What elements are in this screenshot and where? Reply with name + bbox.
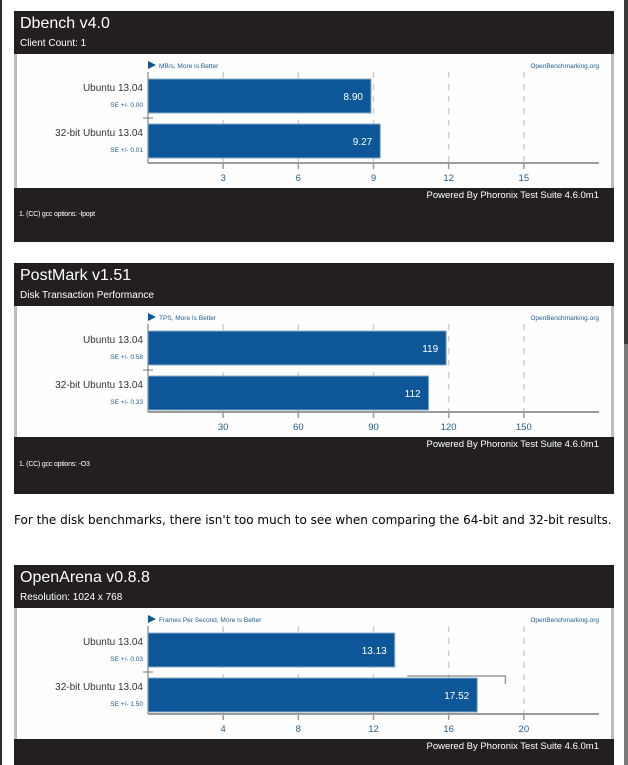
bar	[147, 123, 381, 159]
chart-svg: MB/s, More Is Better OpenBenchmarking.org…	[55, 61, 599, 184]
bar-value-label: 8.90	[344, 92, 364, 103]
chart-header: Dbench v4.0 Client Count: 1	[14, 11, 614, 54]
x-tick-label: 3	[221, 173, 226, 184]
category-label: Ubuntu 13.04	[83, 335, 143, 346]
category-label: 32-bit Ubuntu 13.04	[55, 128, 143, 139]
x-tick-label: 9	[371, 173, 376, 184]
powered-by-text: Powered By Phoronix Test Suite 4.6.0m1	[426, 190, 599, 201]
units-label: MB/s, More Is Better	[159, 63, 219, 70]
x-tick-label: 12	[368, 724, 379, 735]
chart-plot-area: MB/s, More Is Better OpenBenchmarking.org…	[14, 54, 614, 188]
footnote: 1. (CC) gcc options: -lpopt	[19, 211, 95, 218]
bar-value-label: 9.27	[353, 137, 373, 148]
chart-svg: TPS, More Is Better OpenBenchmarking.org 3…	[55, 313, 599, 433]
category-label: Ubuntu 13.04	[83, 83, 143, 94]
se-label: SE +/- 0.01	[110, 147, 143, 154]
x-tick-label: 20	[519, 724, 530, 735]
category-label: 32-bit Ubuntu 13.04	[55, 682, 143, 693]
bar	[147, 632, 396, 668]
chart-title: Dbench v4.0	[20, 15, 110, 32]
x-tick-label: 90	[368, 422, 379, 433]
chart-plot-area: Frames Per Second, More Is Better OpenBen…	[14, 608, 614, 739]
scrollbar[interactable]	[624, 0, 628, 765]
x-tick-label: 30	[218, 422, 229, 433]
x-tick-label: 16	[443, 724, 454, 735]
chart-footer: Powered By Phoronix Test Suite 4.6.0m1 1…	[14, 437, 614, 494]
powered-by-text: Powered By Phoronix Test Suite 4.6.0m1	[426, 439, 599, 450]
chart-footer: Powered By Phoronix Test Suite 4.6.0m1	[14, 739, 614, 765]
error-bar	[407, 675, 507, 684]
more-is-better-arrow-icon	[148, 615, 156, 623]
window-frame-left	[0, 0, 2, 765]
chart-postmark: PostMark v1.51 Disk Transaction Performa…	[14, 263, 614, 494]
chart-subtitle: Client Count: 1	[20, 38, 87, 49]
chart-plot-area: TPS, More Is Better OpenBenchmarking.org 3…	[14, 306, 614, 437]
chart-header: OpenArena v0.8.8 Resolution: 1024 x 768	[14, 565, 614, 608]
x-tick-label: 150	[516, 422, 532, 433]
watermark: OpenBenchmarking.org	[530, 63, 599, 70]
watermark: OpenBenchmarking.org	[530, 315, 599, 322]
bar	[147, 375, 430, 411]
se-label: SE +/- 0.03	[110, 656, 143, 663]
powered-by-text: Powered By Phoronix Test Suite 4.6.0m1	[426, 741, 599, 752]
chart-openarena: OpenArena v0.8.8 Resolution: 1024 x 768 …	[14, 565, 614, 765]
category-label: 32-bit Ubuntu 13.04	[55, 380, 143, 391]
chart-svg: Frames Per Second, More Is Better OpenBen…	[55, 615, 599, 735]
x-tick-label: 6	[296, 173, 301, 184]
x-tick-label: 4	[221, 724, 226, 735]
article-paragraph: For the disk benchmarks, there isn't too…	[14, 513, 612, 527]
x-tick-label: 12	[443, 173, 454, 184]
x-tick-label: 8	[296, 724, 301, 735]
se-label: SE +/- 0.33	[110, 399, 143, 406]
footnote: 1. (CC) gcc options: -O3	[19, 461, 90, 468]
se-label: SE +/- 0.00	[110, 102, 143, 109]
chart-subtitle: Resolution: 1024 x 768	[20, 592, 123, 603]
chart-footer: Powered By Phoronix Test Suite 4.6.0m1 1…	[14, 188, 614, 242]
bar	[147, 78, 372, 114]
bar	[147, 330, 447, 366]
chart-header: PostMark v1.51 Disk Transaction Performa…	[14, 263, 614, 306]
more-is-better-arrow-icon	[148, 313, 156, 321]
bar	[147, 677, 478, 713]
watermark: OpenBenchmarking.org	[530, 617, 599, 624]
chart-title: OpenArena v0.8.8	[20, 569, 150, 586]
chart-subtitle: Disk Transaction Performance	[20, 290, 154, 301]
bar-value-label: 17.52	[444, 691, 469, 702]
bar-value-label: 119	[422, 344, 438, 355]
more-is-better-arrow-icon	[148, 61, 156, 69]
se-label: SE +/- 0.58	[110, 354, 143, 361]
se-label: SE +/- 1.50	[110, 701, 143, 708]
category-label: Ubuntu 13.04	[83, 637, 143, 648]
bar-value-label: 112	[405, 389, 421, 400]
units-label: Frames Per Second, More Is Better	[159, 617, 262, 624]
chart-dbench: Dbench v4.0 Client Count: 1 MB/s, More I…	[14, 11, 614, 242]
chart-title: PostMark v1.51	[20, 267, 132, 284]
x-tick-label: 15	[519, 173, 530, 184]
units-label: TPS, More Is Better	[159, 315, 217, 322]
x-tick-label: 60	[293, 422, 304, 433]
bar-value-label: 13.13	[362, 646, 387, 657]
x-tick-label: 120	[441, 422, 457, 433]
